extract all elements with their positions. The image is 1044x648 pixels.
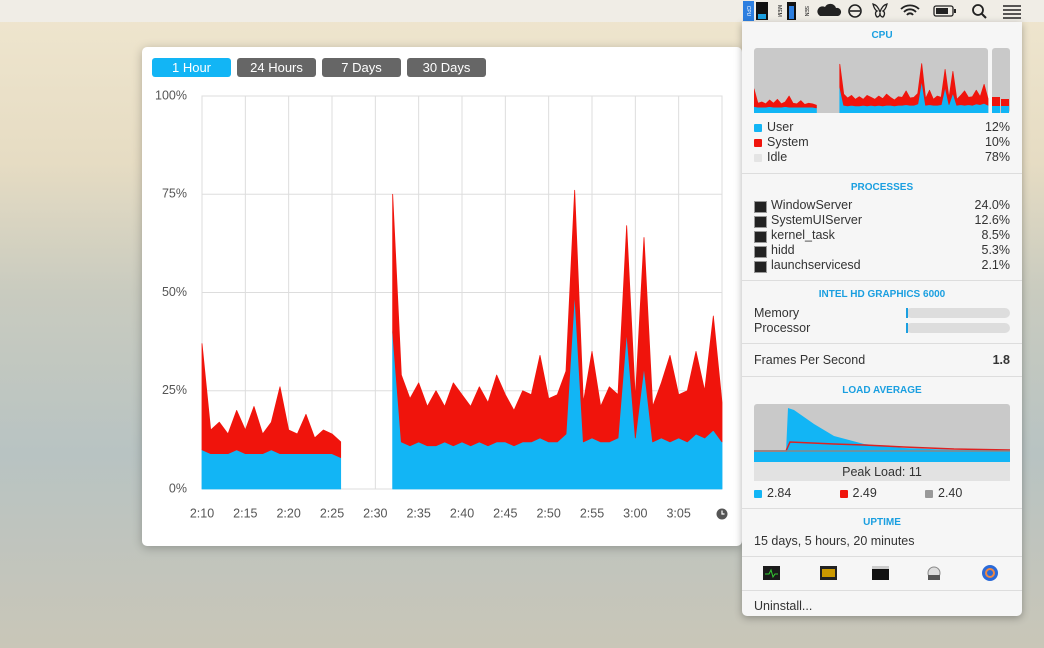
clock-hands (721, 510, 725, 515)
x-tick-label: 2:45 (493, 506, 517, 520)
range-button[interactable]: 30 Days (407, 58, 486, 77)
load-value: 2.40 (938, 486, 963, 500)
process-icon (754, 246, 767, 258)
process-name: WindowServer (771, 198, 853, 212)
legend-swatch (754, 124, 762, 132)
process-icon (754, 201, 767, 213)
legend-name: User (767, 120, 794, 134)
uptime-text: 15 days, 5 hours, 20 minutes (754, 534, 915, 548)
legend-swatch (925, 490, 933, 498)
cpu-mini-chart (754, 48, 1010, 113)
gpu-memory-label: Memory (754, 306, 800, 320)
process-icon (754, 216, 767, 228)
chart: 0% 25% 50% 75% 100% 2:10 2:15 2:20 2:25 2:30 2:35 2… (155, 88, 728, 520)
range-button[interactable]: 7 Days (322, 58, 401, 77)
app-shortcuts[interactable] (742, 562, 1022, 588)
x-tick-label: 3:05 (666, 506, 690, 520)
stats-panel: CPU PROCESSES INTEL HD GRAPHICS 6000 Mem… (742, 22, 1022, 616)
y-tick-label: 0% (169, 481, 187, 495)
area-series (754, 63, 989, 109)
gpu-processor-bar (906, 323, 1010, 333)
clock-icon (716, 508, 728, 520)
x-tick-label: 2:20 (276, 506, 300, 520)
gpu-processor-label: Processor (754, 321, 811, 335)
y-tick-label: 75% (162, 187, 187, 201)
process-icon (754, 231, 767, 243)
x-tick-label: 2:30 (363, 506, 387, 520)
mem-label[interactable]: MEM (776, 5, 782, 17)
section-title: INTEL HD GRAPHICS 6000 (818, 289, 946, 300)
legend-value: 78% (984, 150, 1010, 164)
x-tick-label: 2:35 (406, 506, 430, 520)
section-title: PROCESSES (850, 182, 914, 193)
process-name: kernel_task (771, 228, 835, 242)
x-tick-label: 2:50 (536, 506, 560, 520)
load-chart (754, 404, 1010, 481)
section-title: LOAD AVERAGE (842, 385, 922, 396)
chart-window: 0% 25% 50% 75% 100% 2:10 2:15 2:20 2:25 2:30 2:35 2… (142, 47, 742, 546)
process-value: 8.5% (981, 228, 1011, 242)
range-button[interactable]: 24 Hours (237, 58, 316, 77)
process-name: SystemUIServer (771, 213, 862, 227)
x-tick-label: 3:00 (623, 506, 647, 520)
process-value: 5.3% (981, 243, 1011, 257)
fps-label: Frames Per Second (754, 353, 866, 367)
x-tick-label: 2:15 (233, 506, 257, 520)
legend-value: 10% (984, 135, 1010, 149)
legend-swatch (754, 139, 762, 147)
menu-icons: CPU MEM SEN (743, 1, 1021, 21)
process-value: 24.0% (974, 198, 1010, 212)
y-tick-label: 25% (162, 383, 187, 397)
area-series (201, 189, 723, 458)
y-tick-label: 100% (155, 88, 187, 102)
legend-name: System (767, 135, 809, 149)
x-tick-label: 2:40 (450, 506, 474, 520)
load-value: 2.49 (852, 486, 877, 500)
sen-label[interactable]: SEN (803, 6, 809, 17)
legend-value: 12% (984, 120, 1010, 134)
legend-swatch (754, 154, 762, 162)
legend-swatch (754, 490, 762, 498)
uninstall-link[interactable]: Uninstall... (754, 599, 813, 613)
process-icon (754, 261, 767, 273)
menu-bar: CPU MEM SEN (0, 0, 1044, 22)
legend-swatch (839, 490, 848, 498)
y-tick-label: 50% (162, 285, 187, 299)
x-tick-label: 2:25 (320, 506, 344, 520)
x-tick-label: 2:10 (190, 506, 214, 520)
fps-value: 1.8 (992, 353, 1010, 367)
peak-load: Peak Load: 11 (842, 465, 922, 479)
x-tick-label: 2:55 (580, 506, 604, 520)
section-title: UPTIME (863, 517, 901, 528)
process-name: launchservicesd (771, 258, 861, 272)
process-value: 2.1% (981, 258, 1011, 272)
range-button[interactable]: 1 Hour (152, 58, 231, 77)
section-title: CPU (871, 30, 893, 41)
process-value: 12.6% (974, 213, 1010, 227)
cpu-label[interactable]: CPU (745, 6, 751, 17)
legend-name: Idle (767, 150, 788, 164)
load-value: 2.84 (767, 486, 792, 500)
process-name: hidd (771, 243, 795, 257)
gpu-memory-bar (906, 308, 1010, 318)
